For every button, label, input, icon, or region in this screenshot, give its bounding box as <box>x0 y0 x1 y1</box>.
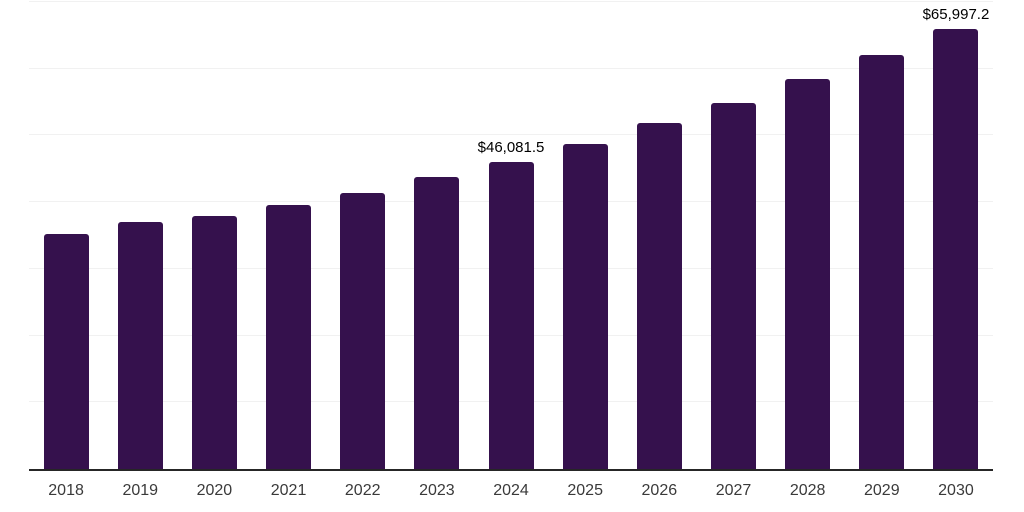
x-axis-label-2027: 2027 <box>715 482 752 499</box>
bar-2028 <box>785 79 831 469</box>
bar-cell-2021 <box>251 2 325 469</box>
x-axis-label-2029: 2029 <box>864 482 900 499</box>
bar-2025 <box>562 144 608 469</box>
gridline-70000 <box>29 1 993 2</box>
bar-cell-2023 <box>400 2 474 469</box>
x-axis-label-2026: 2026 <box>641 482 678 499</box>
bar-2019 <box>117 222 163 469</box>
bar-value-label-2030: $65,997.2 <box>922 5 990 23</box>
bar-value-label-2024: $46,081.5 <box>477 138 545 156</box>
x-axis-labels: 2018 2019 2020 2021 2022 2023 2024 2025 2026 2027… <box>29 481 993 501</box>
x-axis-label-2023: 2023 <box>419 482 455 499</box>
bar-2020 <box>191 216 237 469</box>
x-axis-label-2025: 2025 <box>567 482 603 499</box>
bar-2030 <box>933 28 979 469</box>
bar-cell-2028 <box>771 2 845 469</box>
bar-2022 <box>340 192 386 469</box>
bar-cell-2024: $46,081.5 <box>474 2 548 469</box>
x-axis-label-2021: 2021 <box>270 482 307 499</box>
x-axis-label-2024: 2024 <box>493 482 529 499</box>
bar-cell-2025 <box>548 2 622 469</box>
bar-cell-2022 <box>326 2 400 469</box>
bar-cell-2030: $65,997.2 <box>919 2 993 469</box>
bar-2023 <box>414 176 460 469</box>
bar-cell-2026 <box>622 2 696 469</box>
bar-2018 <box>43 234 89 469</box>
x-axis-label-2030: 2030 <box>938 482 974 499</box>
x-axis-label-2018: 2018 <box>48 482 84 499</box>
bar-2026 <box>636 123 682 469</box>
bar-cell-2020 <box>177 2 251 469</box>
bar-2029 <box>859 55 905 469</box>
plot-area: $46,081.5 $65,997.2 <box>29 1 993 471</box>
gridline-50000 <box>29 134 993 136</box>
x-axis-label-2020: 2020 <box>196 482 233 499</box>
bar-cell-2019 <box>103 2 177 469</box>
bar-2027 <box>710 102 756 469</box>
bars-row: $46,081.5 $65,997.2 <box>29 2 993 469</box>
x-axis-label-2019: 2019 <box>122 482 159 499</box>
bar-cell-2029 <box>845 2 919 469</box>
bar-cell-2027 <box>696 2 770 469</box>
x-axis-label-2022: 2022 <box>344 482 381 499</box>
bar-2021 <box>266 204 312 469</box>
gridline-60000 <box>29 67 993 69</box>
bar-cell-2018 <box>29 2 103 469</box>
x-axis-label-2028: 2028 <box>789 482 826 499</box>
bar-2024 <box>488 161 534 469</box>
